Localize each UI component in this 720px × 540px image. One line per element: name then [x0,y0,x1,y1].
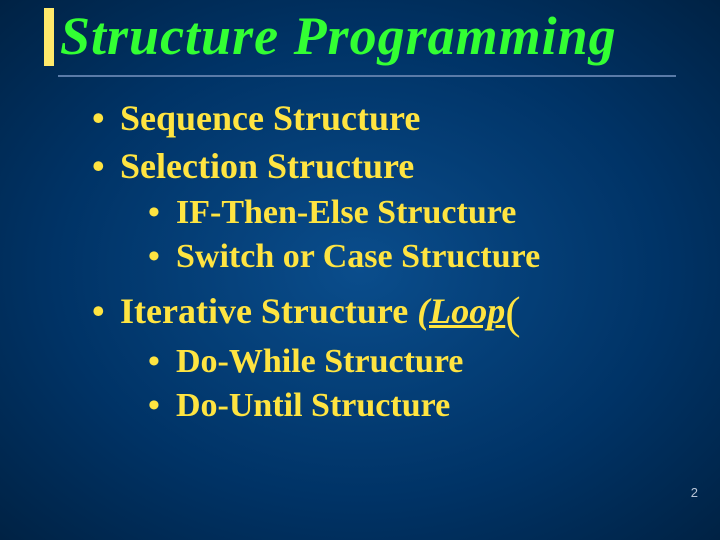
page-number: 2 [691,485,698,500]
list-item: •Do-Until Structure [92,384,690,428]
accent-bar [44,8,54,66]
list-item: •IF-Then-Else Structure [92,191,690,235]
bullet-icon: • [148,191,176,235]
loop-text: (Loop [417,291,505,331]
item-text: Do-Until Structure [176,387,450,424]
item-text: Selection Structure [120,146,414,186]
bullet-icon: • [148,235,176,279]
content-area: •Sequence Structure •Selection Structure… [0,77,720,429]
bullet-icon: • [148,340,176,384]
slide: Structure Programming •Sequence Structur… [0,0,720,540]
bullet-icon: • [92,143,120,189]
list-item: •Iterative Structure (Loop( [92,279,690,338]
item-text: Do-While Structure [176,343,463,380]
list-item: •Switch or Case Structure [92,235,690,279]
bullet-icon: • [92,95,120,141]
list-item: •Selection Structure [92,143,690,189]
item-text: Sequence Structure [120,98,420,138]
item-text: Iterative Structure [120,291,417,331]
item-text: Switch or Case Structure [176,238,540,275]
bullet-icon: • [148,384,176,428]
title-area: Structure Programming [0,8,720,65]
item-text: IF-Then-Else Structure [176,194,516,231]
slide-title: Structure Programming [48,8,720,65]
bullet-icon: • [92,288,120,334]
list-item: •Sequence Structure [92,95,690,141]
paren-text: ( [505,287,520,338]
list-item: •Do-While Structure [92,340,690,384]
